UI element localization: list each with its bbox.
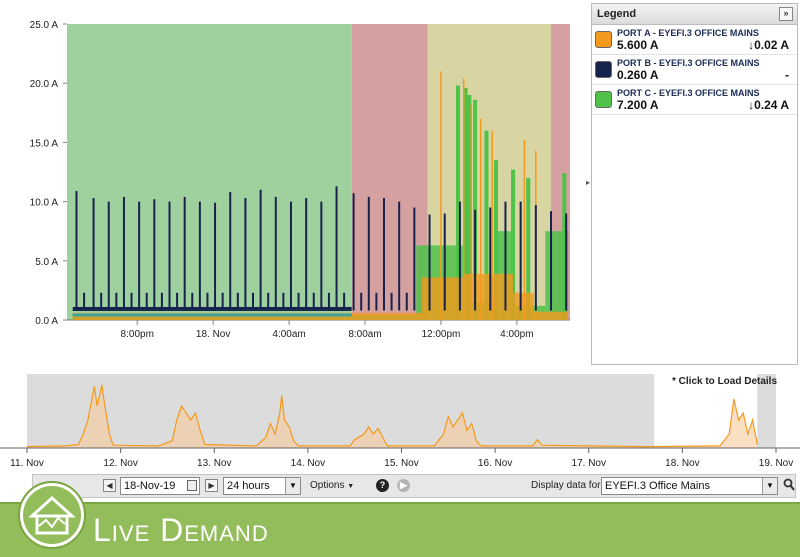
series-b-baseline	[72, 306, 352, 311]
banner-title: Live Demand	[93, 512, 269, 548]
x-tick-label: 12:00pm	[421, 329, 460, 340]
series-c-spike	[484, 130, 489, 320]
series-c-spike	[467, 95, 472, 320]
caret-down-icon: ▼	[347, 483, 355, 490]
legend-item-name: PORT C - EYEFI.3 OFFICE MAINS	[617, 88, 760, 98]
overview-tick-label: 18. Nov	[665, 458, 699, 469]
overview-tick-label: 15. Nov	[384, 458, 418, 469]
chevron-down-icon: ▼	[285, 478, 300, 494]
series-a-area	[421, 277, 464, 320]
legend-item-value: 5.600 A	[617, 38, 659, 52]
live-demand-logo	[18, 478, 86, 552]
legend-collapse-button[interactable]: »	[779, 7, 793, 21]
overview-tick-label: 19. Nov	[759, 458, 793, 469]
range-select[interactable]: 24 hours ▼	[223, 477, 301, 495]
legend-item-port-c[interactable]: PORT C - EYEFI.3 OFFICE MAINS 7.200 A ↓0…	[592, 85, 797, 115]
chevron-down-icon: ▼	[762, 478, 777, 494]
next-day-button[interactable]: ▶	[205, 479, 218, 492]
overview-line	[26, 384, 758, 448]
legend-item-delta: -	[785, 68, 789, 82]
overview-tick-label: 11. Nov	[10, 458, 44, 469]
x-tick-label: 8:00pm	[121, 329, 154, 340]
legend-item-delta: ↓0.24 A	[748, 98, 789, 112]
color-swatch	[595, 91, 612, 108]
arrow-right-icon: ▶	[208, 481, 215, 490]
legend-item-value: 7.200 A	[617, 98, 659, 112]
time-band	[67, 24, 352, 320]
toolbar: ◀ 18-Nov-19 ▶ 24 hours ▼ Options ▼ ? ▶ D…	[32, 474, 796, 498]
overview-mask-left	[27, 374, 655, 448]
main-demand-chart[interactable]: 25.0 A 20.0 A 15.0 A 10.0 A 5.0 A 0.0 A 8:00pm…	[0, 0, 585, 366]
overview-tick-label: 16. Nov	[478, 458, 512, 469]
date-value: 18-Nov-19	[124, 480, 176, 492]
legend-item-port-b[interactable]: PORT B - EYEFI.3 OFFICE MAINS 0.260 A -	[592, 55, 797, 85]
legend-item-port-a[interactable]: PORT A - EYEFI.3 OFFICE MAINS 5.600 A ↓0…	[592, 25, 797, 55]
series-a-area	[533, 311, 569, 320]
options-menu[interactable]: Options ▼	[310, 480, 354, 491]
x-tick-label: 4:00am	[272, 329, 305, 340]
calendar-icon[interactable]	[187, 480, 197, 491]
range-value: 24 hours	[227, 480, 270, 492]
legend-item-name: PORT B - EYEFI.3 OFFICE MAINS	[617, 58, 760, 68]
series-c-spike	[456, 85, 461, 321]
arrow-left-icon: ◀	[106, 481, 113, 490]
legend-item-delta: ↓0.02 A	[748, 38, 789, 52]
display-data-label: Display data for:	[531, 480, 604, 491]
click-to-load-note: * Click to Load Details	[672, 376, 778, 387]
series-a-area	[513, 292, 534, 320]
x-tick-label: 4:00pm	[500, 329, 533, 340]
date-field[interactable]: 18-Nov-19	[120, 477, 200, 495]
color-swatch	[595, 61, 612, 78]
y-tick-label: 25.0 A	[30, 20, 59, 31]
overview-tick-label: 12. Nov	[103, 458, 137, 469]
series-c-spike	[463, 87, 468, 320]
play-icon[interactable]: ▶	[397, 479, 410, 492]
legend-title: Legend	[597, 8, 637, 20]
series-c-spike	[526, 177, 531, 320]
y-tick-label: 20.0 A	[30, 79, 59, 90]
options-label: Options	[310, 480, 345, 491]
legend-item-value: 0.260 A	[617, 68, 659, 82]
x-tick-label: 8:00am	[348, 329, 381, 340]
series-c-spike	[562, 173, 567, 320]
overview-tick-label: 14. Nov	[291, 458, 325, 469]
color-swatch	[595, 31, 612, 48]
overview-area	[27, 385, 758, 448]
legend-item-name: PORT A - EYEFI.3 OFFICE MAINS	[617, 28, 759, 38]
search-icon[interactable]	[783, 478, 795, 492]
legend-expand-handle[interactable]: ▸	[586, 178, 591, 187]
y-tick-label: 10.0 A	[30, 198, 59, 209]
overview-mask-right	[757, 374, 776, 448]
series-c-spike	[493, 160, 498, 320]
legend-header: Legend »	[592, 4, 797, 25]
help-icon[interactable]: ?	[376, 479, 389, 492]
y-tick-label: 15.0 A	[30, 138, 59, 149]
overview-tick-label: 17. Nov	[572, 458, 606, 469]
overview-navigator-chart[interactable]: 11. Nov 12. Nov 13. Nov 14. Nov 15. Nov 16. N…	[0, 366, 800, 472]
previous-day-button[interactable]: ◀	[103, 479, 116, 492]
display-data-value: EYEFI.3 Office Mains	[605, 480, 710, 492]
series-baseline-blend	[72, 313, 352, 317]
legend-panel: Legend » PORT A - EYEFI.3 OFFICE MAINS 5…	[591, 3, 798, 365]
display-data-select[interactable]: EYEFI.3 Office Mains ▼	[601, 477, 778, 495]
banner	[0, 502, 800, 557]
x-tick-label: 18. Nov	[196, 329, 230, 340]
y-tick-label: 5.0 A	[35, 257, 58, 268]
overview-tick-label: 13. Nov	[197, 458, 231, 469]
y-tick-label: 0.0 A	[35, 316, 58, 327]
series-c-spike	[511, 169, 516, 320]
